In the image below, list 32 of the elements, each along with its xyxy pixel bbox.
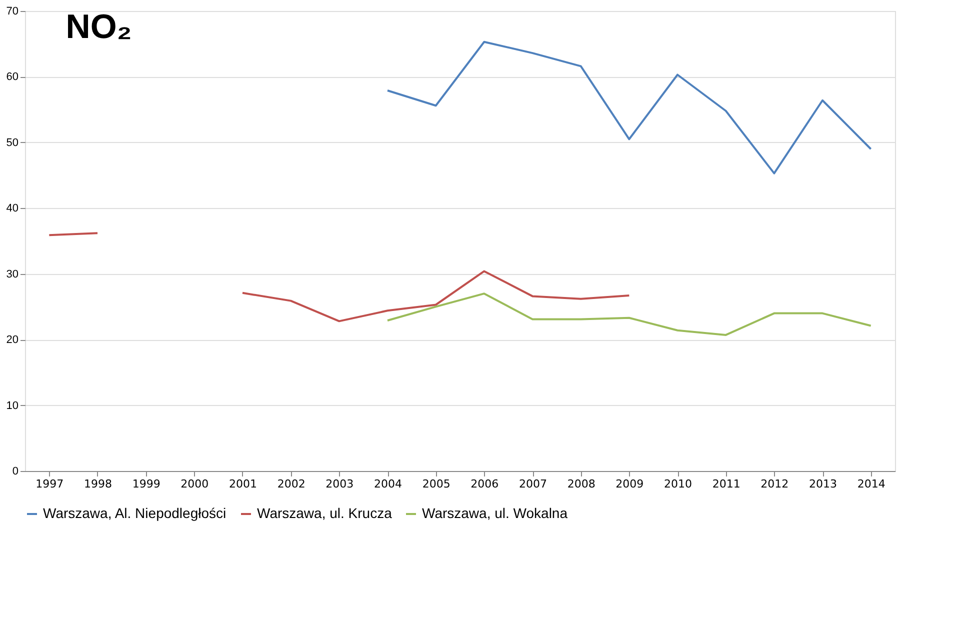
x-tick-label: 2003 xyxy=(326,478,354,490)
x-tick-label: 2009 xyxy=(616,478,644,490)
x-tick-label: 1999 xyxy=(132,478,160,490)
x-tick-label: 2007 xyxy=(519,478,547,490)
y-tick-label: 10 xyxy=(6,400,18,412)
line-series xyxy=(386,292,872,336)
legend-label: Warszawa, ul. Wokalna xyxy=(422,505,568,521)
x-tick-label: 2006 xyxy=(470,478,499,490)
legend-label: Warszawa, Al. Niepodległości xyxy=(43,505,226,521)
x-tick-label: 2008 xyxy=(567,478,596,490)
y-tick-label: 30 xyxy=(6,268,18,280)
x-tick-label: 2014 xyxy=(857,478,886,490)
x-tick-label: 2013 xyxy=(809,478,837,490)
y-tick-label: 40 xyxy=(6,202,18,215)
x-tick-label: 2000 xyxy=(180,478,209,490)
x-tick-label: 2004 xyxy=(374,478,402,490)
y-tick-label: 60 xyxy=(6,71,18,84)
x-tick-label: 2012 xyxy=(760,478,789,490)
y-tick-label: 70 xyxy=(6,6,18,18)
line-series xyxy=(386,40,872,174)
x-tick-label: 2010 xyxy=(664,478,692,490)
x-tick-label: 2002 xyxy=(277,478,306,490)
x-tick-label: 2011 xyxy=(712,478,740,490)
legend-label: Warszawa, ul. Krucza xyxy=(257,505,392,521)
x-tick-label: 1998 xyxy=(84,478,112,490)
y-tick-label: 0 xyxy=(12,466,18,478)
chart-title: NO₂ xyxy=(66,8,132,46)
x-tick-label: 2005 xyxy=(422,478,450,490)
y-tick-label: 20 xyxy=(6,334,18,346)
x-tick-label: 1997 xyxy=(36,478,64,490)
y-tick-label: 50 xyxy=(6,136,18,149)
x-tick-label: 2001 xyxy=(229,478,257,490)
